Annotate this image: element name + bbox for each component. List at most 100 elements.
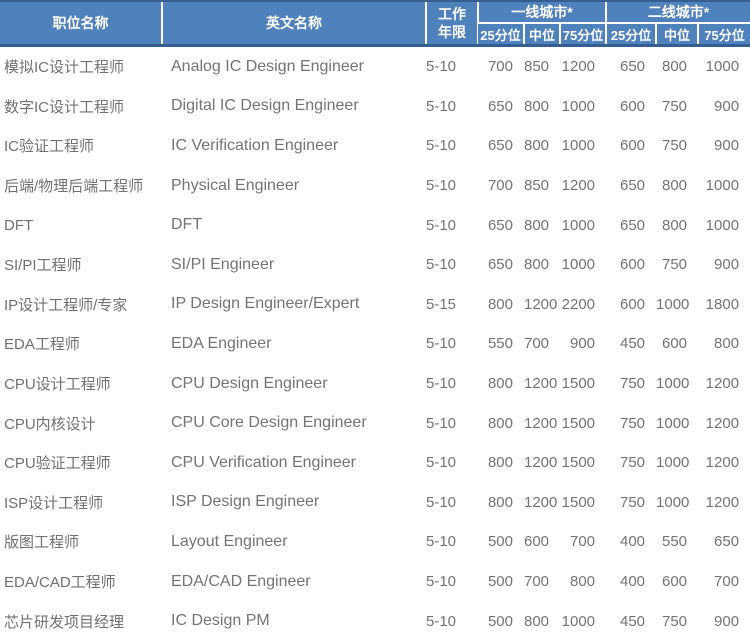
table-row: ISP设计工程师 ISP Design Engineer 5-10 800 1200 15… bbox=[0, 482, 750, 523]
years-cell: 5-10 bbox=[426, 363, 478, 404]
position-cell: 后端/物理后端工程师 bbox=[0, 165, 162, 206]
col-header-english: 英文名称 bbox=[161, 0, 426, 47]
tier1-p75-cell: 700 bbox=[560, 522, 607, 562]
tier1-p25-cell: 800 bbox=[478, 363, 524, 404]
english-cell: CPU Verification Engineer bbox=[162, 442, 426, 483]
tier1-median-cell: 800 bbox=[524, 205, 560, 245]
tier1-p25-cell: 500 bbox=[478, 601, 524, 641]
table-row: 版图工程师 Layout Engineer 5-10 500 600 700 400 550 6… bbox=[0, 522, 750, 562]
position-cell: SI/PI工程师 bbox=[0, 244, 162, 285]
tier1-p25-cell: 650 bbox=[478, 244, 524, 285]
english-cell: EDA/CAD Engineer bbox=[162, 561, 426, 602]
english-cell: EDA Engineer bbox=[162, 324, 426, 364]
tier2-p25-cell: 450 bbox=[606, 601, 657, 641]
experience-label-line2: 年限 bbox=[438, 24, 466, 40]
english-cell: IC Verification Engineer bbox=[162, 126, 426, 166]
tier1-p25-cell: 800 bbox=[478, 442, 524, 483]
tier2-median-cell: 750 bbox=[656, 601, 699, 641]
years-cell: 5-10 bbox=[426, 205, 478, 245]
tier1-median-cell: 600 bbox=[524, 522, 560, 562]
tier2-p75-cell: 900 bbox=[698, 126, 750, 166]
tier2-p25-cell: 600 bbox=[606, 86, 657, 127]
tier2-p25-cell: 600 bbox=[606, 284, 657, 325]
table-row: CPU验证工程师 CPU Verification Engineer 5-10 800… bbox=[0, 442, 750, 483]
tier1-median-cell: 800 bbox=[524, 126, 560, 166]
years-cell: 5-10 bbox=[426, 126, 478, 166]
col-header-tier1-median: 中位 bbox=[523, 22, 560, 47]
years-cell: 5-10 bbox=[426, 403, 478, 443]
tier2-median-cell: 1000 bbox=[656, 284, 699, 325]
tier1-p25-cell: 650 bbox=[478, 86, 524, 127]
position-cell: CPU验证工程师 bbox=[0, 442, 162, 483]
position-cell: EDA/CAD工程师 bbox=[0, 561, 162, 602]
english-cell: SI/PI Engineer bbox=[162, 244, 426, 285]
table-row: EDA/CAD工程师 EDA/CAD Engineer 5-10 500 700 800 4… bbox=[0, 561, 750, 602]
tier2-median-cell: 600 bbox=[656, 561, 699, 602]
tier1-p75-cell: 1500 bbox=[560, 442, 607, 483]
tier1-median-cell: 1200 bbox=[524, 363, 560, 404]
years-cell: 5-10 bbox=[426, 561, 478, 602]
tier2-median-cell: 750 bbox=[656, 126, 699, 166]
english-cell: CPU Core Design Engineer bbox=[162, 403, 426, 443]
tier2-p25-cell: 600 bbox=[606, 126, 657, 166]
tier1-p25-cell: 650 bbox=[478, 205, 524, 245]
tier2-p25-cell: 400 bbox=[606, 522, 657, 562]
table-row: IP设计工程师/专家 IP Design Engineer/Expert 5-15 8… bbox=[0, 284, 750, 325]
header-row-percentiles: 25分位 中位 75分位 25分位 中位 75分位 bbox=[0, 22, 750, 47]
tier2-p25-cell: 650 bbox=[606, 165, 657, 206]
tier1-p75-cell: 1200 bbox=[560, 45, 607, 87]
tier2-p75-cell: 650 bbox=[698, 522, 750, 562]
col-header-experience: 工作 年限 bbox=[425, 0, 478, 47]
tier1-median-cell: 850 bbox=[524, 165, 560, 206]
tier1-median-cell: 700 bbox=[524, 561, 560, 602]
tier2-median-cell: 800 bbox=[656, 165, 699, 206]
tier2-median-cell: 800 bbox=[656, 205, 699, 245]
tier2-p75-cell: 1000 bbox=[698, 205, 750, 245]
tier1-p75-cell: 1200 bbox=[560, 165, 607, 206]
tier2-p25-cell: 750 bbox=[606, 482, 657, 523]
tier2-median-cell: 1000 bbox=[656, 363, 699, 404]
position-cell: ISP设计工程师 bbox=[0, 482, 162, 523]
tier2-p75-cell: 800 bbox=[698, 324, 750, 364]
tier1-p75-cell: 1500 bbox=[560, 363, 607, 404]
tier2-p25-cell: 650 bbox=[606, 205, 657, 245]
col-group-tier1-cities: 一线城市* bbox=[476, 0, 607, 23]
tier2-p25-cell: 750 bbox=[606, 442, 657, 483]
tier1-median-cell: 1200 bbox=[524, 442, 560, 483]
table-row: DFT DFT 5-10 650 800 1000 650 800 1000 bbox=[0, 205, 750, 245]
tier1-median-cell: 850 bbox=[524, 45, 560, 87]
english-cell: Digital IC Design Engineer bbox=[162, 86, 426, 127]
tier2-median-cell: 800 bbox=[656, 45, 699, 87]
tier2-p75-cell: 1200 bbox=[698, 403, 750, 443]
tier2-p75-cell: 1200 bbox=[698, 482, 750, 523]
tier2-p75-cell: 900 bbox=[698, 86, 750, 127]
tier2-p25-cell: 650 bbox=[606, 45, 657, 87]
tier1-p25-cell: 500 bbox=[478, 561, 524, 602]
tier1-median-cell: 700 bbox=[524, 324, 560, 364]
table-row: IC验证工程师 IC Verification Engineer 5-10 650 80… bbox=[0, 126, 750, 166]
col-header-tier2-median: 中位 bbox=[655, 22, 699, 47]
years-cell: 5-10 bbox=[426, 601, 478, 641]
years-cell: 5-10 bbox=[426, 86, 478, 127]
tier2-p75-cell: 1200 bbox=[698, 442, 750, 483]
english-cell: ISP Design Engineer bbox=[162, 482, 426, 523]
position-cell: DFT bbox=[0, 205, 162, 245]
tier1-p75-cell: 900 bbox=[560, 324, 607, 364]
english-cell: Layout Engineer bbox=[162, 522, 426, 562]
col-group-tier2-cities: 二线城市* bbox=[605, 0, 750, 23]
table-row: 模拟IC设计工程师 Analog IC Design Engineer 5-10 70… bbox=[0, 45, 750, 87]
table-row: 数字IC设计工程师 Digital IC Design Engineer 5-10 6… bbox=[0, 86, 750, 127]
english-cell: IC Design PM bbox=[162, 601, 426, 641]
english-cell: Physical Engineer bbox=[162, 165, 426, 206]
position-cell: 版图工程师 bbox=[0, 522, 162, 562]
experience-label-line1: 工作 bbox=[438, 5, 466, 22]
tier2-p75-cell: 700 bbox=[698, 561, 750, 602]
tier2-median-cell: 550 bbox=[656, 522, 699, 562]
english-cell: IP Design Engineer/Expert bbox=[162, 284, 426, 325]
table-row: 后端/物理后端工程师 Physical Engineer 5-10 700 850 120… bbox=[0, 165, 750, 206]
tier1-median-cell: 800 bbox=[524, 86, 560, 127]
years-cell: 5-10 bbox=[426, 442, 478, 483]
table-header: 职位名称 英文名称 工作 年限 一线城市* 二线城市* 25分位 中位 75分位 … bbox=[0, 0, 750, 47]
tier1-p25-cell: 550 bbox=[478, 324, 524, 364]
tier2-p25-cell: 450 bbox=[606, 324, 657, 364]
